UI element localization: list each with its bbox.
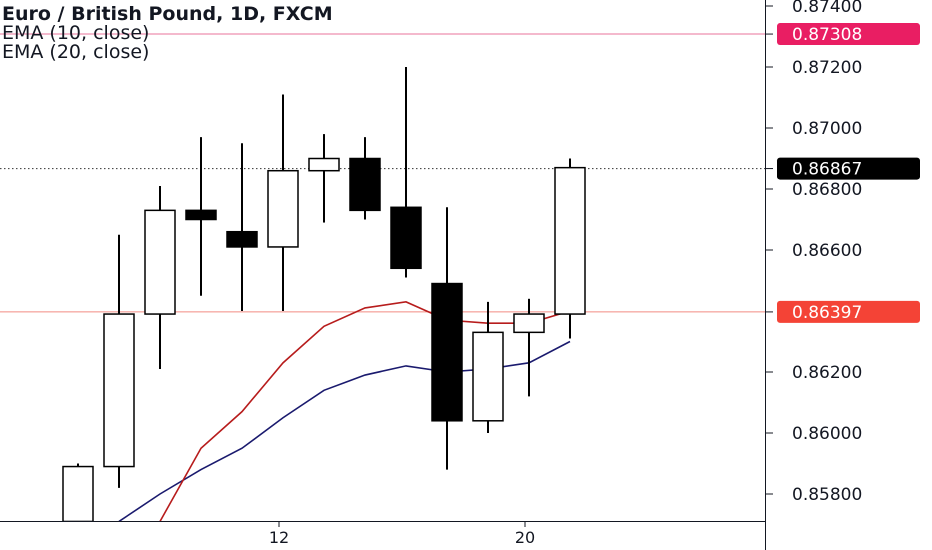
y-tick-label: 0.85800 <box>792 485 862 505</box>
candle <box>472 301 504 433</box>
y-tick-label: 0.87200 <box>792 58 862 78</box>
price-tag-badge <box>777 23 920 46</box>
candle-body <box>267 169 299 248</box>
candle-body <box>144 209 176 315</box>
candle-body <box>62 465 94 521</box>
candle-body <box>103 313 135 468</box>
candle-body <box>513 313 545 334</box>
candle <box>185 137 217 296</box>
candle <box>349 137 381 220</box>
x-tick-label: 12 <box>269 528 289 547</box>
price-tag-badge <box>777 300 920 323</box>
candle-body <box>226 230 258 248</box>
candle <box>308 134 340 223</box>
y-tick-label: 0.86000 <box>792 424 862 444</box>
y-tick-label: 0.86600 <box>792 241 862 261</box>
price-tag-label: 0.86867 <box>792 160 862 180</box>
candle <box>103 234 135 488</box>
candle-body <box>390 206 422 270</box>
y-tick-label: 0.86800 <box>792 180 862 200</box>
candle-body <box>349 157 381 212</box>
candle <box>267 94 299 311</box>
candle-body <box>185 209 217 221</box>
candle-body <box>554 166 586 315</box>
price-tag-label: 0.86397 <box>792 303 862 323</box>
ema-fast-line <box>159 301 571 521</box>
candle-body <box>308 157 340 172</box>
y-tick-label: 0.86200 <box>792 363 862 383</box>
plot-area <box>0 33 765 521</box>
y-tick-label: 0.87000 <box>792 119 862 139</box>
candle <box>513 298 545 397</box>
candle <box>554 158 586 339</box>
candle-body <box>472 331 504 422</box>
price-tag-label: 0.87308 <box>792 25 862 45</box>
x-tick-label: 20 <box>515 528 535 547</box>
candle-body <box>431 282 463 422</box>
candle <box>144 185 176 369</box>
candle <box>226 143 258 311</box>
y-tick-label: 0.87400 <box>792 0 862 17</box>
candle <box>62 463 94 521</box>
candle <box>431 207 463 470</box>
candle <box>390 67 422 278</box>
price-tag-badge <box>777 157 920 180</box>
